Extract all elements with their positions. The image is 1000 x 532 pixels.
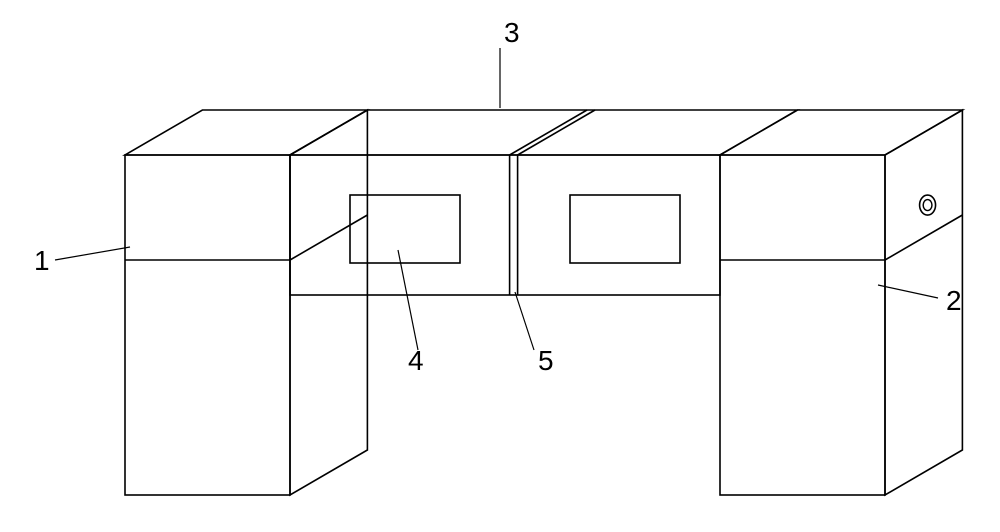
bridge-split-right-top [518, 110, 595, 155]
left-pillar-split-side [290, 215, 367, 260]
bridge-split-left-top [510, 110, 587, 155]
label-3: 3 [504, 17, 520, 48]
label-lead-5 [515, 292, 534, 350]
label-2: 2 [946, 285, 962, 316]
technical-diagram: 1 2 3 4 5 [0, 0, 1000, 527]
left-pillar-front [125, 155, 290, 495]
bridge-front [290, 155, 720, 295]
label-5: 5 [538, 345, 554, 376]
right-pillar-top [720, 110, 962, 155]
right-pillar-front [720, 155, 885, 495]
left-pillar-side [290, 110, 367, 495]
label-lead-2 [878, 285, 938, 298]
label-lead-4 [398, 250, 418, 350]
label-1: 1 [34, 245, 50, 276]
bridge-top [290, 110, 797, 155]
label-lead-1 [55, 247, 130, 260]
right-pillar-split-side [885, 215, 962, 260]
knob-outer [920, 195, 936, 215]
window-right [570, 195, 680, 263]
label-4: 4 [408, 345, 424, 376]
knob-inner [923, 200, 932, 211]
left-pillar-top [125, 110, 367, 155]
window-left [350, 195, 460, 263]
